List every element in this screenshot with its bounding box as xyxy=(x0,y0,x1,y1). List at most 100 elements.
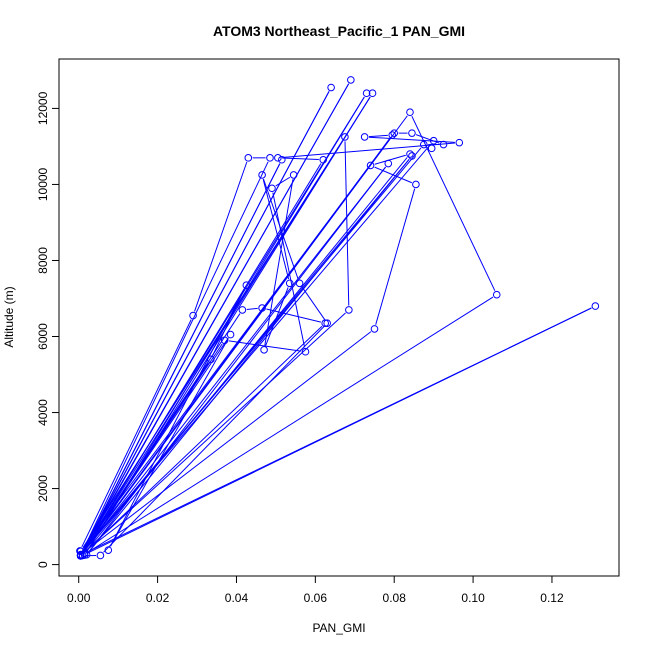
series-line-segment xyxy=(83,325,323,554)
series-line-segment xyxy=(82,83,350,552)
data-point xyxy=(427,144,436,153)
y-axis: 0 2000 4000 6000 8000 10000 12000 xyxy=(36,91,60,568)
y-tick-label: 12000 xyxy=(36,91,50,125)
data-point xyxy=(347,76,355,84)
series-line-segment xyxy=(83,147,422,552)
data-point xyxy=(362,89,371,98)
series-line-segment xyxy=(375,188,416,325)
data-point xyxy=(260,346,268,354)
x-tick-label: 0.10 xyxy=(461,591,485,605)
data-point xyxy=(244,154,253,162)
x-tick-label: 0.12 xyxy=(540,591,564,605)
data-point xyxy=(390,129,399,137)
data-point xyxy=(274,154,282,162)
series-line-segment xyxy=(110,338,229,547)
series-line-segment xyxy=(275,176,291,187)
series-line-segment xyxy=(83,166,386,553)
data-point xyxy=(370,325,379,333)
data-point xyxy=(289,171,298,179)
data-point xyxy=(80,549,89,557)
series-line-segment xyxy=(82,163,281,553)
y-tick-label: 10000 xyxy=(36,167,50,201)
series-line-segment xyxy=(82,161,269,552)
data-point xyxy=(76,547,85,556)
series-line-segment xyxy=(81,319,192,548)
data-point xyxy=(278,155,286,164)
series-line-segment xyxy=(103,326,325,553)
series-line-segment xyxy=(368,136,455,143)
series-line-segment xyxy=(262,179,290,280)
data-point xyxy=(321,319,329,328)
data-point xyxy=(384,159,393,168)
series-line-segment xyxy=(301,286,326,320)
data-point xyxy=(406,150,414,158)
y-tick-label: 6000 xyxy=(36,323,50,350)
data-point xyxy=(406,108,414,117)
x-axis: 0.00 0.02 0.04 0.06 0.08 0.10 0.12 xyxy=(67,575,564,605)
data-point xyxy=(104,546,113,554)
x-tick-label: 0.00 xyxy=(67,591,91,605)
data-point xyxy=(268,184,276,193)
data-point xyxy=(301,347,310,356)
data-point xyxy=(368,89,377,98)
data-point xyxy=(82,550,91,559)
series-line-segment xyxy=(88,159,410,552)
x-tick-label: 0.08 xyxy=(383,591,407,605)
series-line-segment xyxy=(374,166,413,184)
series-line-segment xyxy=(194,161,248,312)
data-point xyxy=(419,140,428,149)
data-point xyxy=(388,131,397,139)
series-line-segment xyxy=(272,192,306,348)
data-point xyxy=(295,279,304,288)
data-point xyxy=(341,133,349,141)
data-point xyxy=(319,155,328,164)
series-line-segment xyxy=(82,91,330,553)
series-line-segment xyxy=(344,141,350,306)
y-tick-label: 0 xyxy=(36,561,50,568)
data-series xyxy=(76,76,600,560)
series-line-segment xyxy=(246,307,258,310)
data-point xyxy=(360,133,369,141)
data-point xyxy=(76,550,85,559)
series-line-segment xyxy=(266,308,322,323)
x-axis-label: PAN_GMI xyxy=(312,621,365,635)
data-point xyxy=(96,551,105,560)
data-point xyxy=(408,129,416,137)
data-point xyxy=(492,290,501,299)
data-point xyxy=(242,281,251,289)
chart-title: ATOM3 Northeast_Pacific_1 PAN_GMI xyxy=(213,23,465,39)
y-tick-label: 2000 xyxy=(36,475,50,502)
series-line-segment xyxy=(109,288,245,547)
data-point xyxy=(258,304,266,312)
x-tick-label: 0.04 xyxy=(225,591,249,605)
series-line-segment xyxy=(264,179,294,346)
data-point xyxy=(408,152,416,160)
series-line-segment xyxy=(88,307,592,552)
series-line-segment xyxy=(282,157,319,161)
data-point xyxy=(266,154,274,162)
series-line-segment xyxy=(374,154,406,165)
series-line-segment xyxy=(86,296,494,554)
data-point xyxy=(285,279,294,288)
series-line-segment xyxy=(82,136,392,549)
series-line-segment xyxy=(82,115,408,553)
data-point xyxy=(429,136,438,145)
data-point xyxy=(366,161,375,170)
series-line-segment xyxy=(228,340,302,352)
data-point xyxy=(207,355,215,364)
data-point xyxy=(412,180,420,189)
series-line-segment xyxy=(368,134,388,138)
x-tick-label: 0.02 xyxy=(146,591,170,605)
series-line-segment xyxy=(212,288,245,356)
series-line-segment xyxy=(282,142,455,158)
y-tick-label: 8000 xyxy=(36,247,50,274)
data-point xyxy=(258,171,266,179)
data-point xyxy=(455,138,464,147)
series-line-segment xyxy=(83,331,372,553)
series-line-segment xyxy=(82,140,343,548)
data-point xyxy=(345,306,353,314)
series-line-segment xyxy=(265,287,289,346)
y-axis-label: Altitude (m) xyxy=(2,286,16,347)
series-line-segment xyxy=(88,166,387,552)
